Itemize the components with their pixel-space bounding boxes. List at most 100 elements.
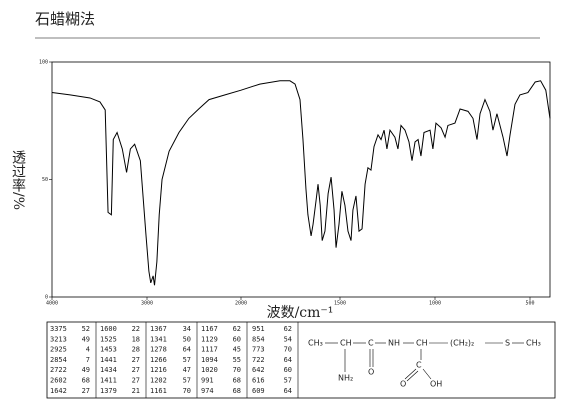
spectrum-line [51, 80, 551, 286]
peak-cell: 2925 [50, 346, 67, 354]
y-tick-label: 50 [42, 177, 48, 183]
peak-cell: 1441 [100, 356, 117, 364]
peak-cell: 1216 [150, 366, 167, 374]
peak-cell: 68 [233, 387, 241, 395]
peak-cell: 991 [201, 377, 214, 385]
peak-cell: 951 [252, 325, 265, 333]
peak-cell: 52 [82, 325, 90, 333]
peak-cell: 1094 [201, 356, 218, 364]
peak-cell: 1525 [100, 335, 117, 343]
peak-cell: 1167 [201, 325, 218, 333]
peak-cell: 1161 [150, 387, 167, 395]
peak-cell: 3213 [50, 335, 67, 343]
peak-cell: 1020 [201, 366, 218, 374]
peak-cell: 64 [183, 346, 191, 354]
peak-cell: 1642 [50, 387, 67, 395]
group: CH [416, 339, 428, 348]
peak-cell: 57 [183, 377, 191, 385]
peak-cell: 1367 [150, 325, 167, 333]
peak-cell: 60 [284, 366, 292, 374]
peak-cell: 1411 [100, 377, 117, 385]
peak-cell: 50 [183, 335, 191, 343]
peak-cell: 62 [284, 325, 292, 333]
peak-cell: 7 [86, 356, 90, 364]
peak-cell: 4 [86, 346, 90, 354]
group: S [505, 339, 510, 348]
amine: NH₂ [338, 374, 353, 383]
peak-cell: 64 [284, 387, 292, 395]
peak-cell: 57 [284, 377, 292, 385]
peak-cell: 722 [252, 356, 265, 364]
x-tick-label: 3000 [141, 301, 153, 307]
peak-cell: 1600 [100, 325, 117, 333]
peak-cell: 57 [183, 356, 191, 364]
peak-cell: 62 [233, 325, 241, 333]
peak-cell: 616 [252, 377, 265, 385]
peak-cell: 60 [233, 335, 241, 343]
peak-cell: 1341 [150, 335, 167, 343]
peak-cell: 21 [132, 387, 140, 395]
peak-cell: 68 [82, 377, 90, 385]
peak-cell: 22 [132, 325, 140, 333]
peak-cell: 27 [132, 366, 140, 374]
peak-cell: 1129 [201, 335, 218, 343]
table-dividers [95, 322, 299, 398]
plot-frame [51, 61, 551, 298]
group: CH [340, 339, 352, 348]
group: C [368, 339, 374, 348]
peak-cell: 47 [183, 366, 191, 374]
y-tick-label: 100 [39, 60, 48, 66]
peak-cell: 27 [132, 356, 140, 364]
peak-cell: 54 [284, 335, 292, 343]
group: CH₃ [526, 339, 541, 348]
chart-title: 石蜡糊法 [35, 10, 95, 28]
peak-cell: 609 [252, 387, 265, 395]
peak-cell: 974 [201, 387, 214, 395]
acid-oh: OH [430, 380, 442, 389]
peak-cell: 49 [82, 366, 90, 374]
peak-cell: 2854 [50, 356, 67, 364]
x-tick-label: 4000 [46, 301, 58, 307]
x-tick-label: 1000 [429, 301, 441, 307]
peak-cell: 49 [82, 335, 90, 343]
peak-cell: 1202 [150, 377, 167, 385]
group: (CH₂)₂ [450, 339, 474, 348]
peak-cell: 1266 [150, 356, 167, 364]
x-tick-label: 2000 [235, 301, 247, 307]
peak-cell: 1379 [100, 387, 117, 395]
table-frame [46, 321, 556, 399]
peak-cell: 854 [252, 335, 265, 343]
group: CH₃ [308, 339, 323, 348]
peak-cell: 45 [233, 346, 241, 354]
peak-cell: 64 [284, 356, 292, 364]
peak-cell: 18 [132, 335, 140, 343]
peak-cell: 34 [183, 325, 191, 333]
peak-cell: 2722 [50, 366, 67, 374]
peak-cell: 2602 [50, 377, 67, 385]
peak-cell: 68 [233, 377, 241, 385]
peak-cell: 27 [132, 377, 140, 385]
group: NH [388, 339, 400, 348]
peak-cell: 70 [183, 387, 191, 395]
x-tick-label: 500 [525, 301, 534, 307]
x-axis-label: 波数/cm⁻¹ [267, 305, 334, 321]
y-axis-label: 透过率/% [10, 150, 26, 210]
acid-o: O [400, 380, 406, 389]
peak-cell: 642 [252, 366, 265, 374]
peak-cell: 773 [252, 346, 265, 354]
peak-cell: 3375 [50, 325, 67, 333]
carbonyl-o: O [368, 368, 374, 377]
peak-cell: 1453 [100, 346, 117, 354]
peak-cell: 70 [233, 366, 241, 374]
peak-cell: 1117 [201, 346, 218, 354]
structure: CH₃ CH C NH CH (CH₂)₂ S CH₃ NH₂ O C O OH [308, 339, 541, 389]
bonds [325, 342, 524, 382]
peak-cell: 1434 [100, 366, 117, 374]
peak-cell: 1278 [150, 346, 167, 354]
y-tick-label: 0 [45, 295, 48, 301]
x-tick-label: 1500 [334, 301, 346, 307]
peak-cell: 27 [82, 387, 90, 395]
acid-c: C [416, 361, 422, 370]
peak-cell: 55 [233, 356, 241, 364]
